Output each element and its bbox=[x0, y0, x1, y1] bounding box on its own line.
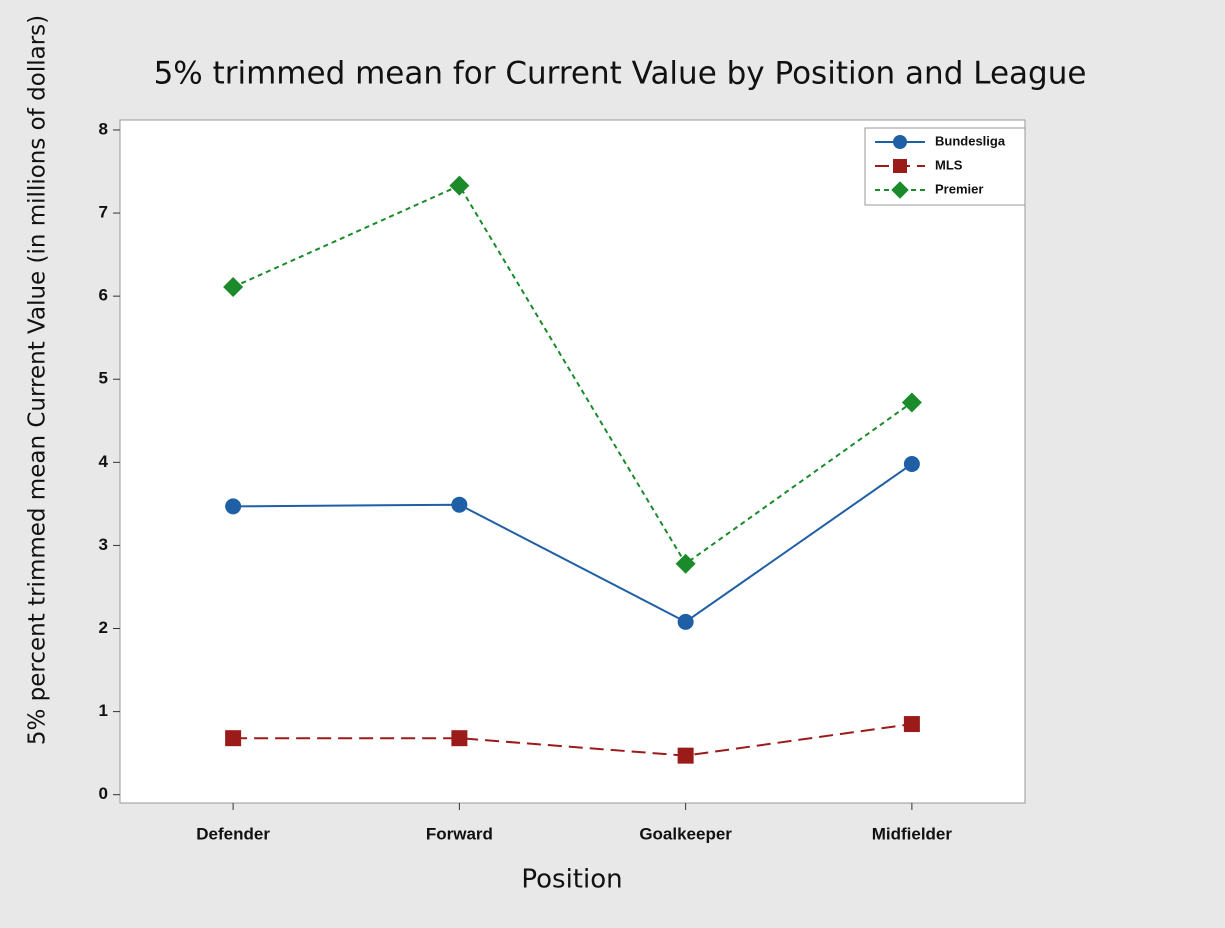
legend-label: MLS bbox=[935, 157, 963, 172]
x-tick-label: Defender bbox=[196, 824, 270, 843]
marker bbox=[677, 747, 694, 764]
marker bbox=[225, 498, 242, 515]
marker bbox=[223, 277, 244, 298]
plot-area bbox=[119, 119, 1026, 804]
y-axis-label: 5% percent trimmed mean Current Value (i… bbox=[25, 15, 51, 745]
y-tick-label: 5 bbox=[99, 369, 108, 388]
x-tick-label: Midfielder bbox=[872, 824, 953, 843]
marker bbox=[893, 159, 907, 173]
y-tick-label: 0 bbox=[99, 784, 108, 803]
marker bbox=[901, 392, 922, 413]
marker bbox=[891, 181, 909, 199]
marker bbox=[451, 730, 468, 747]
y-tick-label: 2 bbox=[99, 618, 108, 637]
marker bbox=[677, 613, 694, 630]
marker bbox=[903, 455, 920, 472]
y-tick-label: 8 bbox=[99, 119, 108, 138]
y-tick-label: 4 bbox=[99, 452, 109, 471]
y-tick-label: 3 bbox=[99, 535, 108, 554]
series-line bbox=[233, 723, 913, 757]
marker bbox=[449, 175, 470, 196]
marker bbox=[893, 135, 907, 149]
series-line bbox=[232, 184, 913, 566]
y-tick-label: 1 bbox=[99, 701, 108, 720]
marker bbox=[225, 730, 242, 747]
y-tick-label: 6 bbox=[99, 286, 108, 305]
series-line bbox=[233, 463, 913, 624]
marker bbox=[451, 496, 468, 513]
y-tick-label: 7 bbox=[99, 203, 108, 222]
chart-title: 5% trimmed mean for Current Value by Pos… bbox=[154, 56, 1087, 92]
marker bbox=[675, 553, 696, 574]
x-tick-label: Goalkeeper bbox=[639, 824, 732, 843]
legend-box bbox=[864, 127, 1026, 206]
legend-label: Bundesliga bbox=[935, 133, 1006, 148]
legend-label: Premier bbox=[935, 181, 983, 196]
marker bbox=[903, 716, 920, 733]
x-tick-label: Forward bbox=[426, 824, 493, 843]
x-axis-label: Position bbox=[521, 865, 622, 895]
